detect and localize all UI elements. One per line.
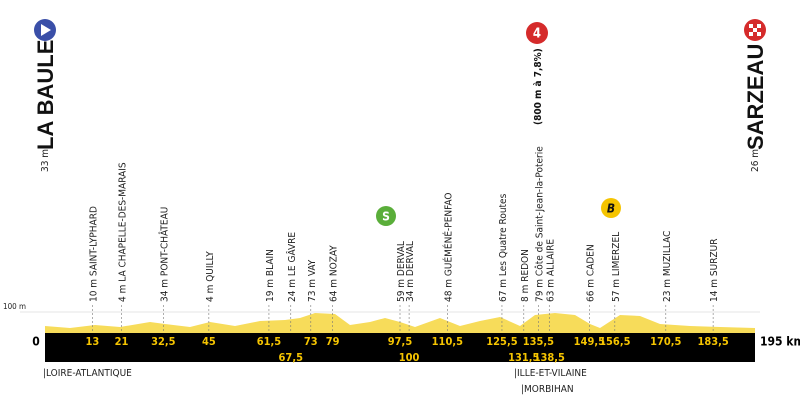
waypoint-km: 73 xyxy=(304,335,318,348)
start-km: 0 xyxy=(32,335,40,349)
waypoint-km: 138,5 xyxy=(534,351,565,364)
waypoint-label: 23 m MUZILLAC xyxy=(662,231,673,302)
finish-checker xyxy=(749,24,761,36)
waypoint-km: 135,5 xyxy=(523,335,554,348)
waypoint-km: 67,5 xyxy=(279,351,304,364)
waypoint-km: 97,5 xyxy=(388,335,413,348)
climb-category: 4 xyxy=(533,27,541,42)
department: |ILLE-ET-VILAINE xyxy=(514,368,587,379)
waypoint-label: 4 m QUILLY xyxy=(205,251,216,302)
waypoint-km: 131,5 xyxy=(508,351,539,364)
waypoint-label: 73 m VAY xyxy=(307,259,318,302)
end-km: 195 km xyxy=(760,335,800,349)
start-name: LA BAULE xyxy=(33,40,58,150)
waypoint-km: 110,5 xyxy=(432,335,463,348)
waypoint-km: 125,5 xyxy=(486,335,517,348)
bonus-badge xyxy=(601,198,621,218)
start-arrow xyxy=(41,24,51,36)
waypoint-label: 34 m PONT-CHÂTEAU xyxy=(157,207,170,302)
waypoint-km: 100 xyxy=(399,351,420,364)
waypoint-label: 8 m REDON xyxy=(520,249,531,302)
waypoint-km: 61,5 xyxy=(257,335,282,348)
waypoint-km: 149,5 xyxy=(574,335,605,348)
waypoint-label: 14 m SURZUR xyxy=(709,239,720,302)
waypoint-label: 66 m CADEN xyxy=(585,244,596,302)
waypoint-km: 45 xyxy=(202,335,216,348)
waypoint-km: 170,5 xyxy=(650,335,681,348)
waypoint-label: 34 m DERVAL xyxy=(405,241,416,302)
waypoint-label: 67 m Les Quatre Routes xyxy=(498,193,509,302)
waypoint-label: 10 m SAINT-LYPHARD xyxy=(88,206,99,302)
waypoint-label: 64 m NOZAY xyxy=(329,245,340,302)
sprint-badge xyxy=(376,206,396,226)
waypoint-km: 156,5 xyxy=(599,335,630,348)
waypoint-km: 21 xyxy=(115,335,129,348)
finish-altitude: 26 m xyxy=(750,149,761,172)
climb-badge xyxy=(526,22,548,44)
start-altitude: 33 m xyxy=(40,149,51,172)
waypoint-label: 79 m Côte de Saint-Jean-la-Poterie xyxy=(533,146,545,302)
department: |LOIRE-ATLANTIQUE xyxy=(43,368,132,379)
climb-detail: (800 m à 7,8%) xyxy=(532,48,544,125)
altitude-mark: 100 m xyxy=(3,302,26,311)
bonus-label: B xyxy=(607,202,615,216)
waypoint-label: 48 m GUÉMÉNÉ-PENFAO xyxy=(441,193,454,302)
distance-band xyxy=(45,333,755,362)
waypoint-km: 32,5 xyxy=(151,335,176,348)
waypoint-label: 24 m LE GÂVRE xyxy=(285,232,298,302)
finish-name: SARZEAU xyxy=(743,44,768,150)
waypoint-label: 4 m LA CHAPELLE-DES-MARAIS xyxy=(117,162,128,302)
waypoint-label: 63 m ALLAIRE xyxy=(545,239,556,302)
waypoint-label: 59 m DERVAL xyxy=(396,241,407,302)
waypoint-label: 19 m BLAIN xyxy=(265,249,276,302)
waypoint-km: 79 xyxy=(326,335,340,348)
waypoint-km: 183,5 xyxy=(697,335,728,348)
department: |MORBIHAN xyxy=(521,384,574,395)
sprint-label: S xyxy=(382,210,390,224)
waypoint-label: 57 m LIMERZEL xyxy=(611,232,622,302)
waypoint-km: 13 xyxy=(85,335,99,348)
